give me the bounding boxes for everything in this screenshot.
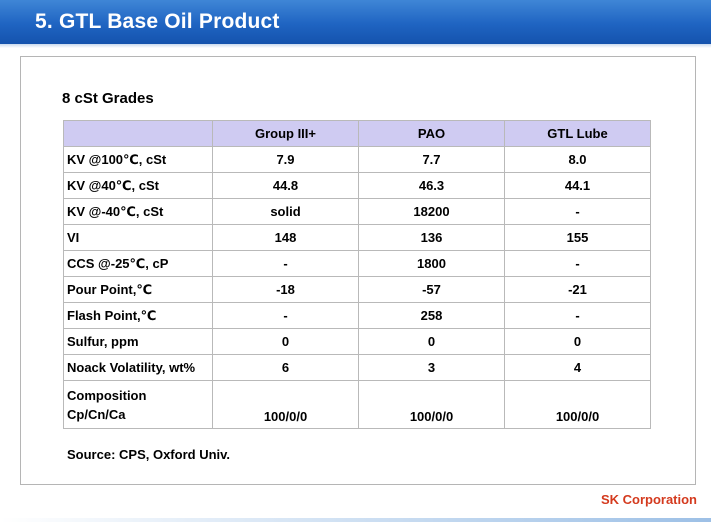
table-cell: 100/0/0 bbox=[212, 380, 359, 429]
table-row: KV @40℃, cSt 44.8 46.3 44.1 bbox=[63, 172, 651, 199]
table-cell: - bbox=[504, 198, 651, 225]
table-cell: 155 bbox=[504, 224, 651, 251]
table-cell: 0 bbox=[212, 328, 359, 355]
table-cell: 258 bbox=[358, 302, 505, 329]
table-row: Flash Point,℃ - 258 - bbox=[63, 302, 651, 329]
title-bar: 5. GTL Base Oil Product bbox=[0, 0, 711, 44]
table-cell: 18200 bbox=[358, 198, 505, 225]
row-label: CCS @-25℃, cP bbox=[63, 250, 213, 277]
column-header: Group III+ bbox=[212, 120, 359, 147]
row-label-line: Cp/Cn/Ca bbox=[67, 406, 126, 422]
table-row: VI 148 136 155 bbox=[63, 224, 651, 251]
table-cell: - bbox=[212, 302, 359, 329]
table-cell: 1800 bbox=[358, 250, 505, 277]
row-label: Pour Point,℃ bbox=[63, 276, 213, 303]
table-cell: 46.3 bbox=[358, 172, 505, 199]
row-label: KV @-40℃, cSt bbox=[63, 198, 213, 225]
table-cell: 3 bbox=[358, 354, 505, 381]
table-cell: 4 bbox=[504, 354, 651, 381]
table-cell: 44.8 bbox=[212, 172, 359, 199]
table-cell: - bbox=[504, 302, 651, 329]
row-label: KV @100℃, cSt bbox=[63, 146, 213, 173]
table-cell: 136 bbox=[358, 224, 505, 251]
row-label-composition: Composition Cp/Cn/Ca bbox=[63, 380, 213, 429]
table-cell: 7.9 bbox=[212, 146, 359, 173]
table-row: Sulfur, ppm 0 0 0 bbox=[63, 328, 651, 355]
table-cell: solid bbox=[212, 198, 359, 225]
table-cell: 148 bbox=[212, 224, 359, 251]
table-row: KV @100℃, cSt 7.9 7.7 8.0 bbox=[63, 146, 651, 173]
bottom-rule bbox=[0, 518, 711, 522]
properties-table: Group III+ PAO GTL Lube KV @100℃, cSt 7.… bbox=[63, 120, 651, 429]
table-row: Noack Volatility, wt% 6 3 4 bbox=[63, 354, 651, 381]
table-cell: -18 bbox=[212, 276, 359, 303]
table-cell: 100/0/0 bbox=[358, 380, 505, 429]
section-subtitle: 8 cSt Grades bbox=[62, 90, 154, 107]
table-cell: -21 bbox=[504, 276, 651, 303]
table-cell: 6 bbox=[212, 354, 359, 381]
column-header: GTL Lube bbox=[504, 120, 651, 147]
title-bar-shadow bbox=[0, 44, 711, 48]
table-row-composition: Composition Cp/Cn/Ca 100/0/0 100/0/0 100… bbox=[63, 380, 651, 429]
table-cell: - bbox=[504, 250, 651, 277]
table-cell: 44.1 bbox=[504, 172, 651, 199]
table-row: KV @-40℃, cSt solid 18200 - bbox=[63, 198, 651, 225]
row-label-line: Composition bbox=[67, 387, 147, 403]
row-label: VI bbox=[63, 224, 213, 251]
row-label: Flash Point,℃ bbox=[63, 302, 213, 329]
table-row: CCS @-25℃, cP - 1800 - bbox=[63, 250, 651, 277]
slide-title: 5. GTL Base Oil Product bbox=[35, 10, 280, 33]
table-cell: 7.7 bbox=[358, 146, 505, 173]
table-header-row: Group III+ PAO GTL Lube bbox=[63, 120, 651, 147]
table-cell: 8.0 bbox=[504, 146, 651, 173]
row-label: Noack Volatility, wt% bbox=[63, 354, 213, 381]
row-label: Sulfur, ppm bbox=[63, 328, 213, 355]
source-note: Source: CPS, Oxford Univ. bbox=[67, 447, 231, 462]
table-cell: 100/0/0 bbox=[504, 380, 651, 429]
table-cell: 0 bbox=[504, 328, 651, 355]
table-cell: - bbox=[212, 250, 359, 277]
table-cell: -57 bbox=[358, 276, 505, 303]
row-label: KV @40℃, cSt bbox=[63, 172, 213, 199]
table-cell: 0 bbox=[358, 328, 505, 355]
column-header: PAO bbox=[358, 120, 505, 147]
header-corner-cell bbox=[63, 120, 213, 147]
table-row: Pour Point,℃ -18 -57 -21 bbox=[63, 276, 651, 303]
company-name: SK Corporation bbox=[600, 492, 697, 507]
